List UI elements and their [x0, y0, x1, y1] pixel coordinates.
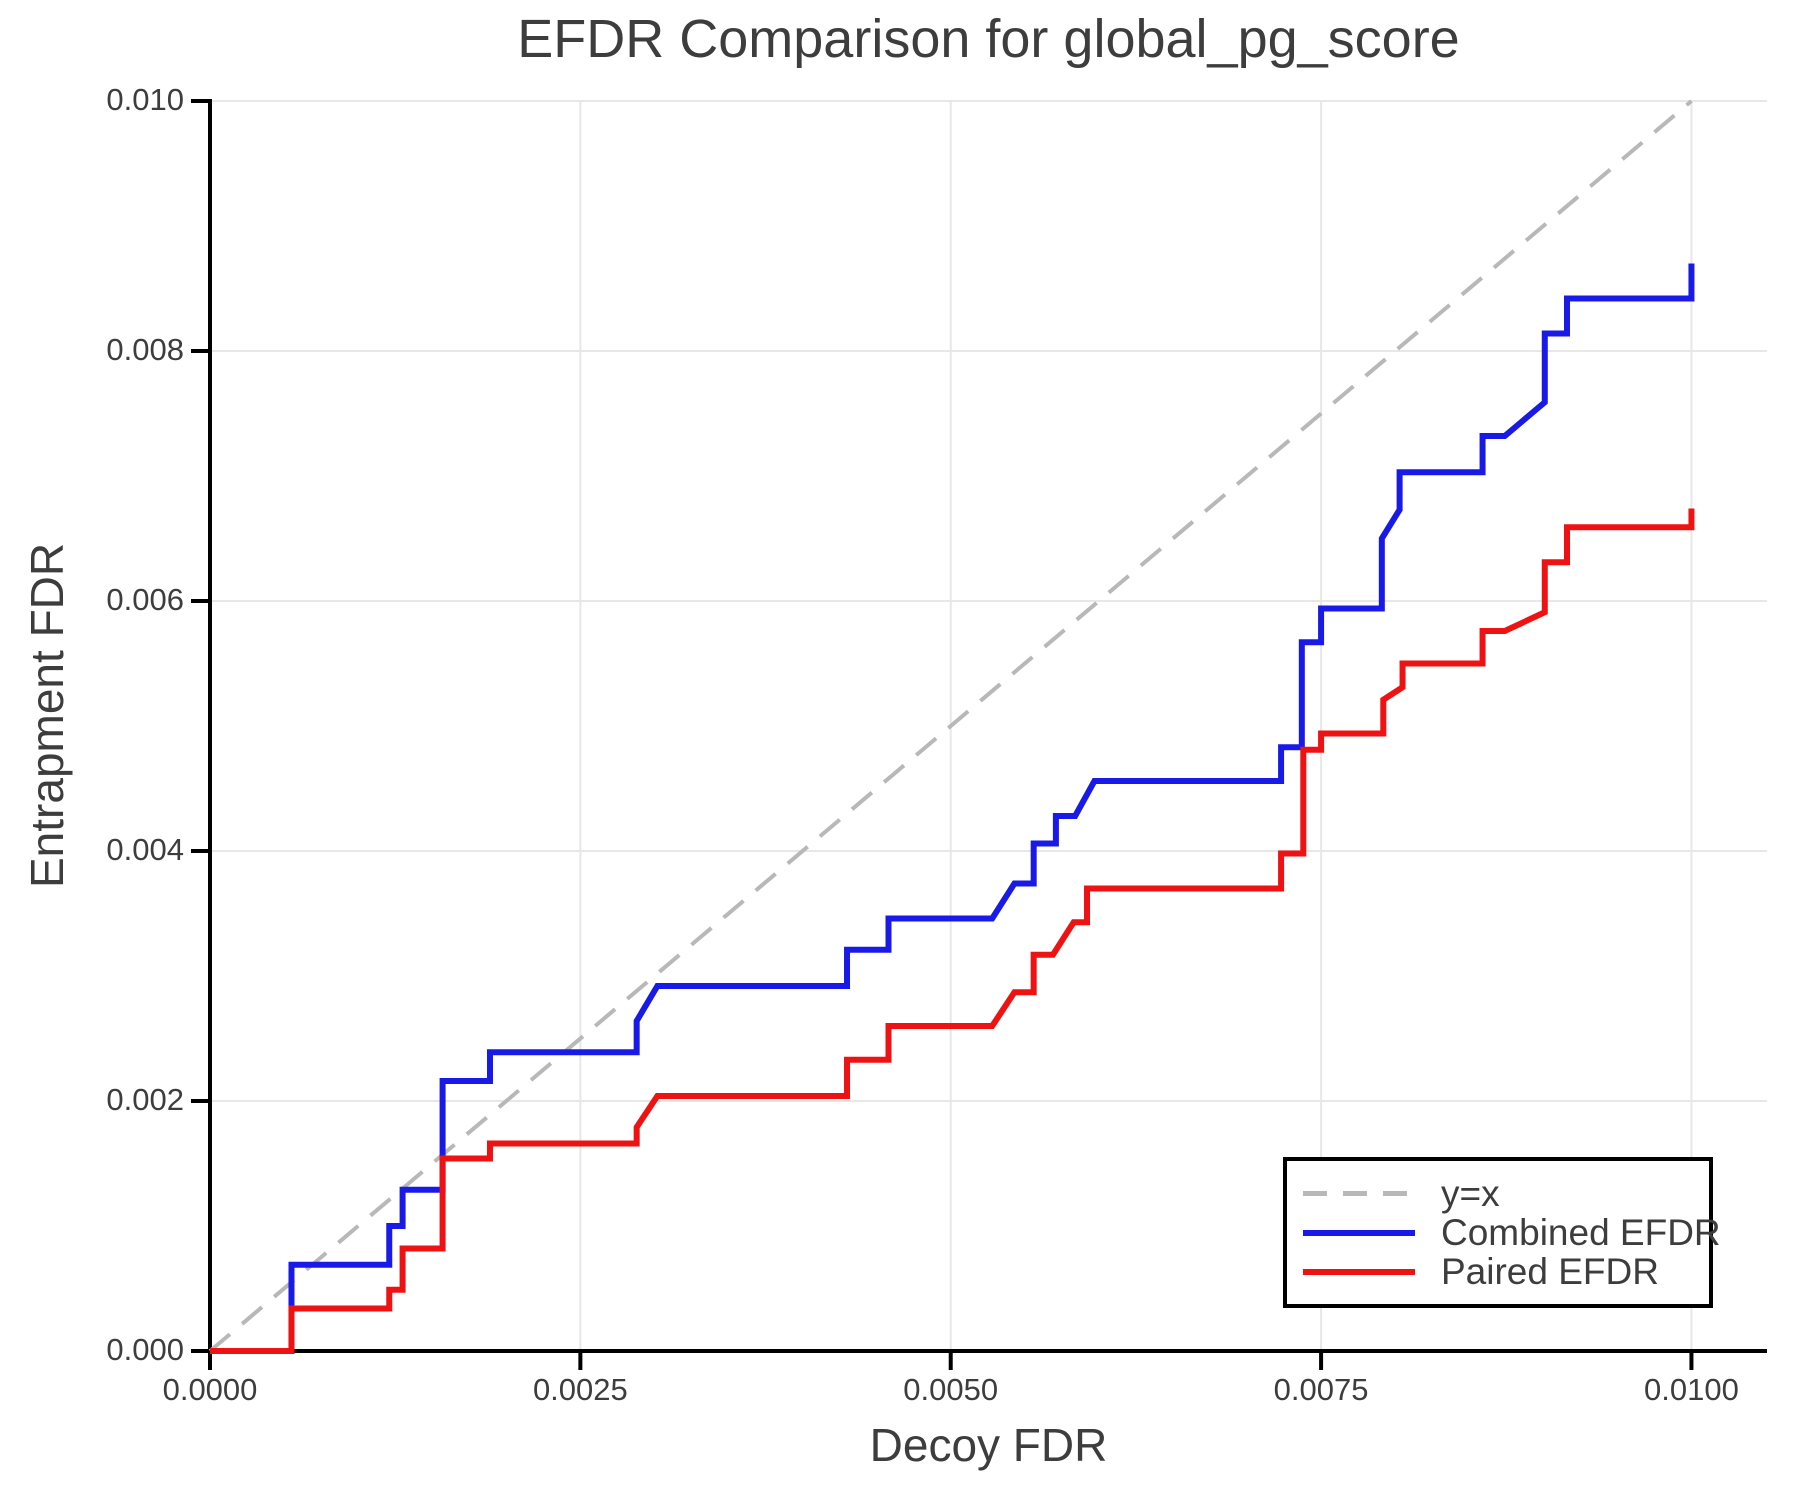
y-tick-label: 0.006 — [106, 582, 184, 617]
legend-entry-paired: Paired EFDR — [1303, 1252, 1709, 1291]
paired-efdr-line-sample — [1303, 1268, 1415, 1275]
legend-entry-combined: Combined EFDR — [1303, 1213, 1721, 1252]
legend-box: y=x Combined EFDR Paired EFDR — [1283, 1157, 1721, 1308]
combined-efdr-line — [210, 263, 1695, 1354]
paired-efdr-line — [210, 508, 1695, 1354]
combined-efdr-line-sample — [1303, 1229, 1415, 1236]
identity-line — [208, 99, 1693, 1353]
identity-line-sample — [1303, 1191, 1415, 1196]
y-tick-label: 0.010 — [106, 82, 184, 117]
x-tick-label: 0.0075 — [1273, 1372, 1369, 1407]
legend-label: Combined EFDR — [1441, 1212, 1721, 1253]
x-tick-label: 0.0050 — [903, 1372, 999, 1407]
y-tick-label: 0.000 — [106, 1332, 184, 1367]
x-tick-label: 0.0025 — [532, 1372, 628, 1407]
x-axis-label: Decoy FDR — [869, 1419, 1108, 1471]
legend-entry-identity: y=x — [1303, 1174, 1709, 1213]
legend-label: y=x — [1441, 1173, 1500, 1214]
y-tick-label: 0.008 — [106, 332, 184, 367]
x-tick-label: 0.0000 — [162, 1372, 258, 1407]
chart-title: EFDR Comparison for global_pg_score — [517, 9, 1460, 69]
legend-label: Paired EFDR — [1441, 1251, 1659, 1292]
y-tick-label: 0.004 — [106, 832, 184, 867]
y-tick-label: 0.002 — [106, 1082, 184, 1117]
x-tick-label: 0.0100 — [1644, 1372, 1739, 1407]
